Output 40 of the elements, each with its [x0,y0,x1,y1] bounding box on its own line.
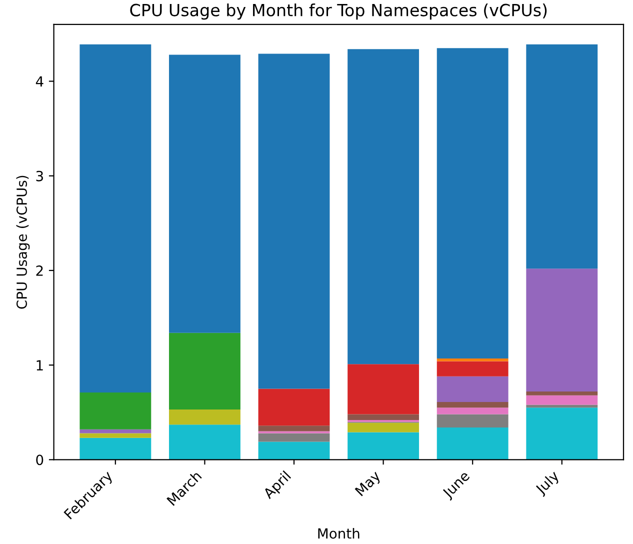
bar [80,438,152,460]
y-tick-label: 4 [36,76,44,87]
y-axis-title: CPU Usage (vCPUs) [16,176,30,309]
bar [258,388,330,426]
bar [526,44,598,269]
bar [526,268,598,392]
y-tick-label: 1 [36,360,43,370]
bar [436,48,508,358]
y-tick-label: 2 [36,265,43,276]
bar [258,442,330,460]
y-tick-label: 0 [36,454,44,466]
bar [168,424,240,460]
bar [258,426,330,432]
x-axis-title: Month [318,528,360,539]
bar [436,402,508,408]
bar [436,428,508,460]
bar [348,414,420,420]
bar [436,361,508,376]
y-tick-label: 3 [36,170,43,182]
bar [80,433,152,438]
bar [526,408,598,460]
bar [258,54,330,389]
bar [168,410,240,425]
bar [258,433,330,442]
bar [348,432,420,460]
bar [526,395,598,405]
bar [168,332,240,410]
bar [348,422,420,432]
bar [80,392,152,430]
bar [436,376,508,402]
bar [348,49,420,364]
bar [436,358,508,362]
bar [436,408,508,414]
bar [80,44,152,393]
bar [436,414,508,428]
bar [80,429,152,434]
bar [348,364,420,414]
chart-title: CPU Usage by Month for Top Namespaces (vCPUs) [130,3,547,20]
bar [168,54,240,333]
bar [526,392,598,396]
